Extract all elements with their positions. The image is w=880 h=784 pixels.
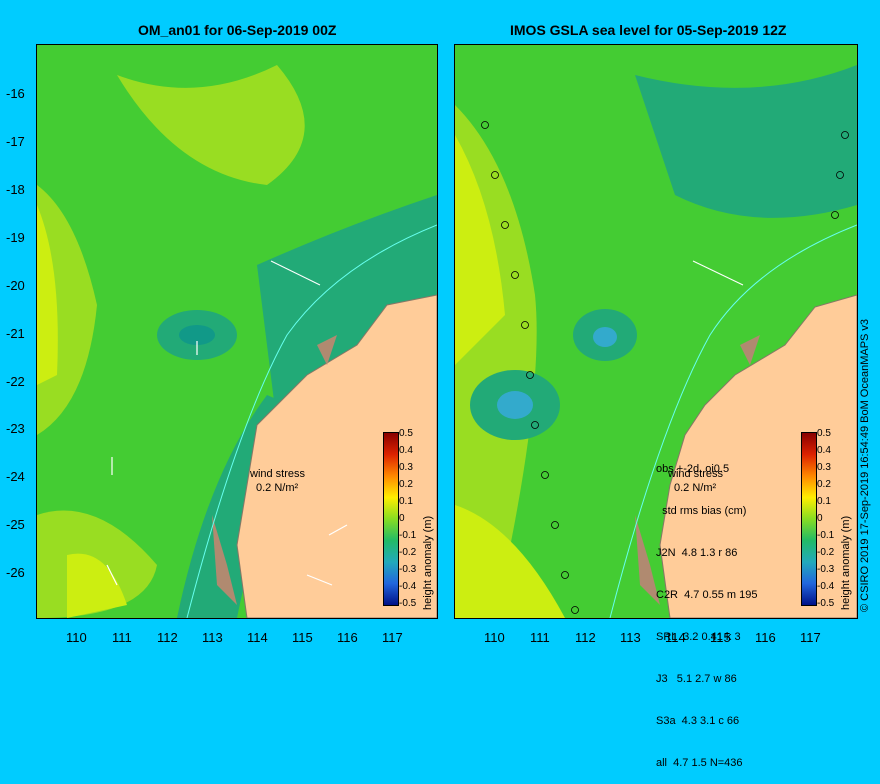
lon-label: 115 (292, 630, 313, 645)
left-sea-level-map (36, 44, 438, 619)
wind-stress-label: wind stress (668, 468, 724, 480)
colorbar-tick: 0.5 (817, 428, 831, 439)
lon-label: 113 (620, 630, 641, 645)
colorbar-tick: 0.3 (817, 462, 831, 473)
colorbar-tick: 0.4 (817, 445, 831, 456)
colorbar-right (801, 432, 817, 606)
lat-label: -19 (6, 230, 25, 245)
lat-label: -17 (6, 134, 25, 149)
colorbar-tick: 0.3 (399, 462, 413, 473)
colorbar-tick: -0.3 (817, 564, 835, 575)
colorbar-tick: -0.4 (399, 581, 417, 592)
credit-text: © CSIRO 2019 17-Sep-2019 16:54:49 BoM Oc… (859, 318, 871, 612)
lat-label: -25 (6, 517, 25, 532)
colorbar-title: height anomaly (m) (422, 515, 434, 610)
lat-label: -26 (6, 565, 25, 580)
colorbar-tick: 0.4 (399, 445, 413, 456)
colorbar-tick: 0.1 (817, 496, 831, 507)
colorbar-tick: 0 (817, 513, 823, 524)
lat-label: -21 (6, 326, 25, 341)
lon-label: 111 (530, 630, 550, 645)
lat-label: -16 (6, 86, 25, 101)
lat-label: -18 (6, 182, 25, 197)
colorbar-tick: 0.1 (399, 496, 413, 507)
colorbar-tick: -0.5 (399, 598, 417, 609)
colorbar-tick: -0.3 (399, 564, 417, 575)
altimetry-stats: obs +-2d, oi0.5 std rms bias (cm) J2N 4.… (656, 463, 758, 769)
right-map-title: IMOS GSLA sea level for 05-Sep-2019 12Z (510, 22, 787, 38)
wind-stress-scale: 0.2 N/m² (674, 482, 717, 494)
colorbar-tick: -0.5 (817, 598, 835, 609)
colorbar-tick: 0.5 (399, 428, 413, 439)
colorbar-tick: 0.2 (399, 479, 413, 490)
wind-stress-label: wind stress (250, 468, 306, 480)
lon-label: 110 (66, 630, 87, 645)
lat-label: -23 (6, 421, 25, 436)
colorbar-tick: -0.2 (399, 547, 417, 558)
lon-label: 111 (112, 630, 132, 645)
lon-label: 114 (247, 630, 268, 645)
lat-label: -20 (6, 278, 25, 293)
colorbar-left (383, 432, 399, 606)
lon-label: 117 (382, 630, 403, 645)
lon-label: 112 (575, 630, 596, 645)
colorbar-tick: -0.4 (817, 581, 835, 592)
lon-label: 110 (484, 630, 505, 645)
colorbar-tick: -0.1 (399, 530, 417, 541)
lon-label: 117 (800, 630, 821, 645)
lat-label: -24 (6, 469, 25, 484)
lon-label: 115 (710, 630, 731, 645)
colorbar-tick: 0 (399, 513, 405, 524)
colorbar-title: height anomaly (m) (840, 515, 852, 610)
colorbar-tick: 0.2 (817, 479, 831, 490)
colorbar-tick: -0.1 (817, 530, 835, 541)
lat-label: -22 (6, 374, 25, 389)
lon-label: 113 (202, 630, 223, 645)
colorbar-tick: -0.2 (817, 547, 835, 558)
lon-label: 114 (665, 630, 686, 645)
wind-stress-scale: 0.2 N/m² (256, 482, 299, 494)
left-map-title: OM_an01 for 06-Sep-2019 00Z (138, 22, 337, 38)
lon-label: 116 (337, 630, 358, 645)
lon-label: 116 (755, 630, 776, 645)
lon-label: 112 (157, 630, 178, 645)
